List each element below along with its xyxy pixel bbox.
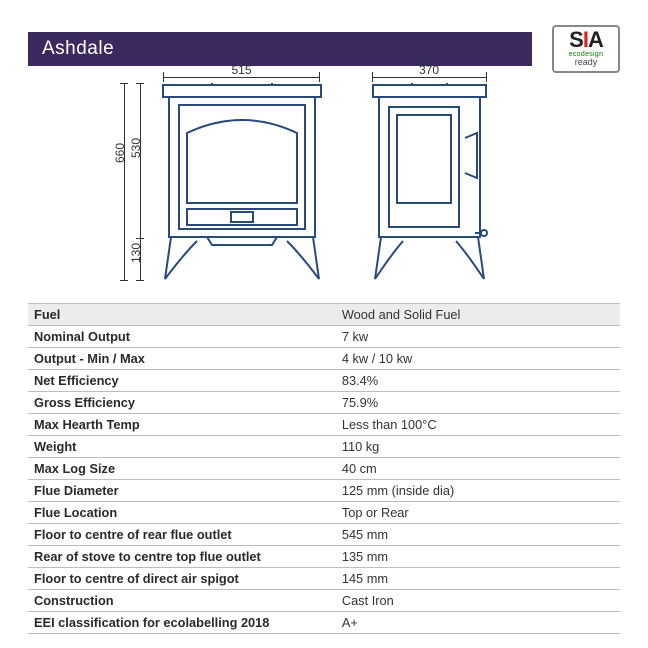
spec-label: Nominal Output	[28, 326, 336, 348]
spec-value: 40 cm	[336, 458, 620, 480]
spec-row: EEI classification for ecolabelling 2018…	[28, 612, 620, 634]
product-title: Ashdale	[28, 32, 532, 66]
spec-value: 7 kw	[336, 326, 620, 348]
spec-label: Flue Diameter	[28, 480, 336, 502]
dim-left-group: 660 530 130	[113, 83, 155, 281]
spec-row: Output - Min / Max4 kw / 10 kw	[28, 348, 620, 370]
spec-value: 135 mm	[336, 546, 620, 568]
spec-row: Nominal Output7 kw	[28, 326, 620, 348]
spec-label: Rear of stove to centre top flue outlet	[28, 546, 336, 568]
spec-value: Less than 100°C	[336, 414, 620, 436]
spec-value: 75.9%	[336, 392, 620, 414]
spec-label: Floor to centre of direct air spigot	[28, 568, 336, 590]
spec-label: Max Log Size	[28, 458, 336, 480]
spec-row: Gross Efficiency75.9%	[28, 392, 620, 414]
spec-value: 4 kw / 10 kw	[336, 348, 620, 370]
spec-value: 145 mm	[336, 568, 620, 590]
spec-row: Rear of stove to centre top flue outlet1…	[28, 546, 620, 568]
sia-badge: SIA ecodesign ready	[552, 25, 620, 73]
spec-value: 83.4%	[336, 370, 620, 392]
spec-label: Construction	[28, 590, 336, 612]
spec-value: 125 mm (inside dia)	[336, 480, 620, 502]
spec-row: Flue LocationTop or Rear	[28, 502, 620, 524]
spec-row: Net Efficiency83.4%	[28, 370, 620, 392]
spec-value: 110 kg	[336, 436, 620, 458]
dim-side-depth: 370	[367, 63, 492, 77]
spec-label: Flue Location	[28, 502, 336, 524]
spec-label: Fuel	[28, 304, 336, 326]
spec-label: Floor to centre of rear flue outlet	[28, 524, 336, 546]
stove-front-drawing	[157, 83, 327, 281]
spec-label: EEI classification for ecolabelling 2018	[28, 612, 336, 634]
spec-label: Gross Efficiency	[28, 392, 336, 414]
spec-table: FuelWood and Solid FuelNominal Output7 k…	[28, 303, 620, 634]
spec-label: Output - Min / Max	[28, 348, 336, 370]
spec-row: Floor to centre of direct air spigot145 …	[28, 568, 620, 590]
dim-front-width: 515	[157, 63, 327, 77]
spec-row: Weight110 kg	[28, 436, 620, 458]
spec-label: Weight	[28, 436, 336, 458]
spec-row: FuelWood and Solid Fuel	[28, 304, 620, 326]
spec-row: Floor to centre of rear flue outlet545 m…	[28, 524, 620, 546]
spec-row: Max Log Size40 cm	[28, 458, 620, 480]
spec-value: Wood and Solid Fuel	[336, 304, 620, 326]
spec-row: Flue Diameter125 mm (inside dia)	[28, 480, 620, 502]
spec-value: Cast Iron	[336, 590, 620, 612]
spec-value: 545 mm	[336, 524, 620, 546]
spec-label: Max Hearth Temp	[28, 414, 336, 436]
sia-badge-ready: ready	[560, 58, 612, 67]
sia-badge-brand: SIA	[560, 29, 612, 51]
spec-row: ConstructionCast Iron	[28, 590, 620, 612]
stove-side-drawing	[367, 83, 492, 281]
spec-value: Top or Rear	[336, 502, 620, 524]
spec-value: A+	[336, 612, 620, 634]
spec-label: Net Efficiency	[28, 370, 336, 392]
spec-row: Max Hearth TempLess than 100°C	[28, 414, 620, 436]
